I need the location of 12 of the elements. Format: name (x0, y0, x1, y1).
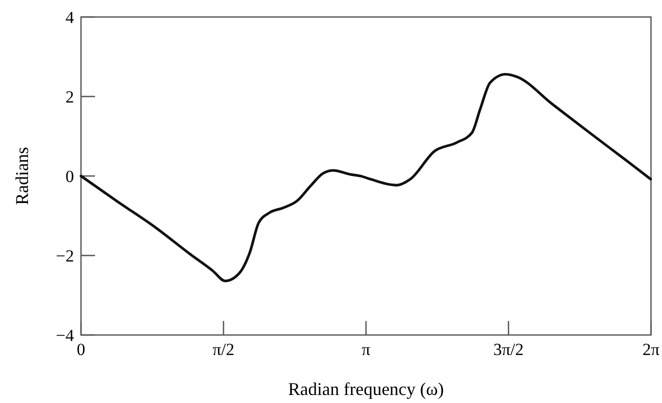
x-tick-label: 2π (642, 340, 660, 359)
y-tick-label: 4 (66, 8, 74, 27)
line-series (80, 72, 652, 282)
x-tick-label: 3π/2 (493, 340, 524, 359)
x-axis-title: Radian frequency (ω) (288, 379, 444, 399)
y-tick-label: −4 (56, 326, 74, 345)
x-tick-label: π (362, 340, 371, 359)
x-tick-label: π/2 (212, 340, 234, 359)
y-axis-title: Radians (12, 147, 32, 205)
y-tick-label: 2 (66, 87, 74, 106)
y-tick-label: 0 (66, 166, 74, 186)
y-tick-label: −2 (56, 246, 74, 266)
